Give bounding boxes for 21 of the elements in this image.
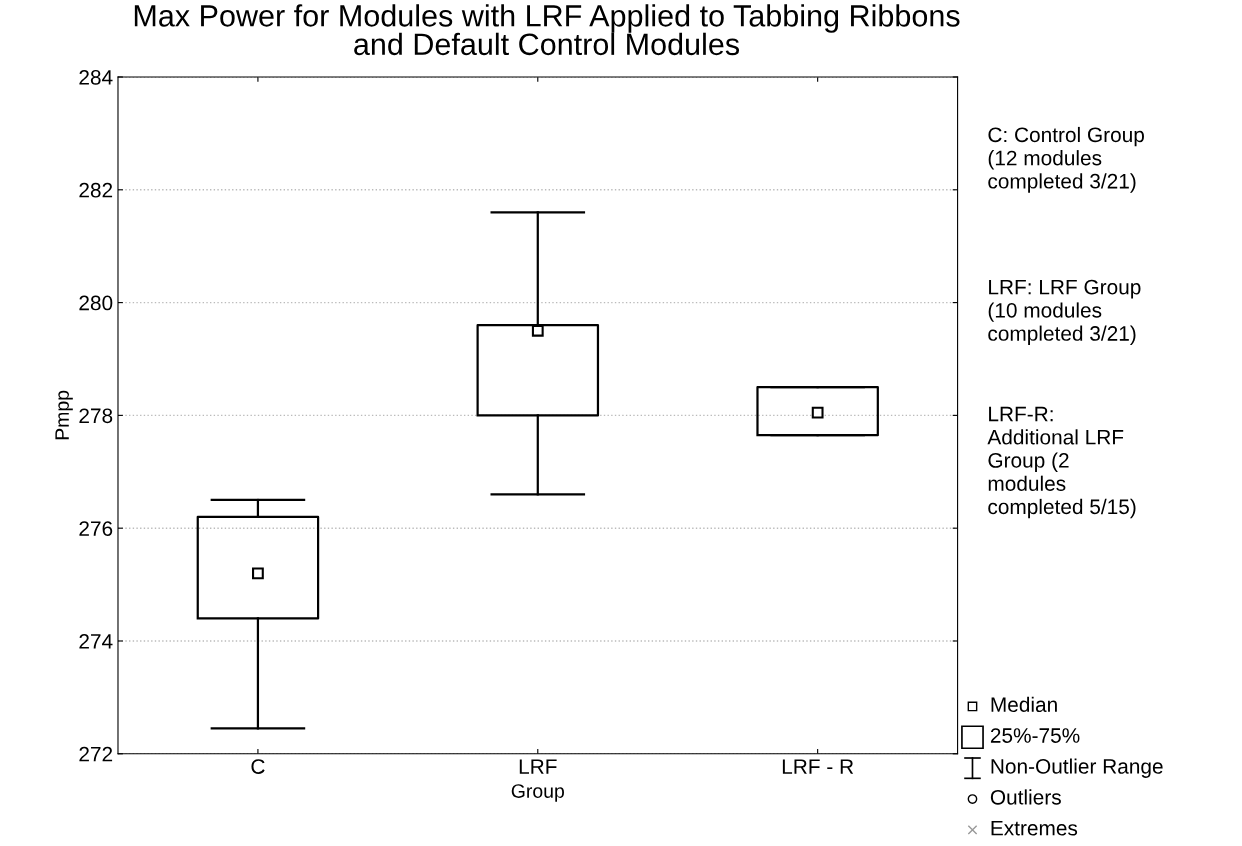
y-tick-label: 272 xyxy=(79,746,113,762)
y-tick-label: 278 xyxy=(79,408,113,424)
text: Extremes xyxy=(991,820,1078,836)
y-tick-label: 276 xyxy=(79,521,113,536)
y-tick-label: 284 xyxy=(79,69,113,85)
x-tick-label: C xyxy=(251,759,265,774)
y-tick-label: 282 xyxy=(79,182,113,198)
x-tick-label: LRF - R xyxy=(782,759,854,774)
x-tick-label: LRF xyxy=(519,759,557,774)
text: Median xyxy=(991,696,1057,712)
chart-title: Max Power for Modules with LRF Applied to Tabbing Ribbons and Default Control Modules xyxy=(134,4,960,56)
y-axis-title: Pmpp xyxy=(55,390,73,440)
text: Outliers xyxy=(990,789,1061,805)
text: C: Control Group (12 modules completed 3/21) xyxy=(988,126,1144,193)
text: 25%-75% xyxy=(990,728,1080,743)
text: LRF-R: Additional LRF Group (2 modules completed 5/15) xyxy=(987,406,1136,519)
y-tick-label: 280 xyxy=(79,295,113,311)
text: LRF: LRF Group (10 modules completed 3/21) xyxy=(988,279,1141,345)
y-tick-label: 274 xyxy=(79,633,113,649)
text: Non-Outlier Range xyxy=(991,758,1163,778)
x-axis-title: Group xyxy=(511,784,564,802)
